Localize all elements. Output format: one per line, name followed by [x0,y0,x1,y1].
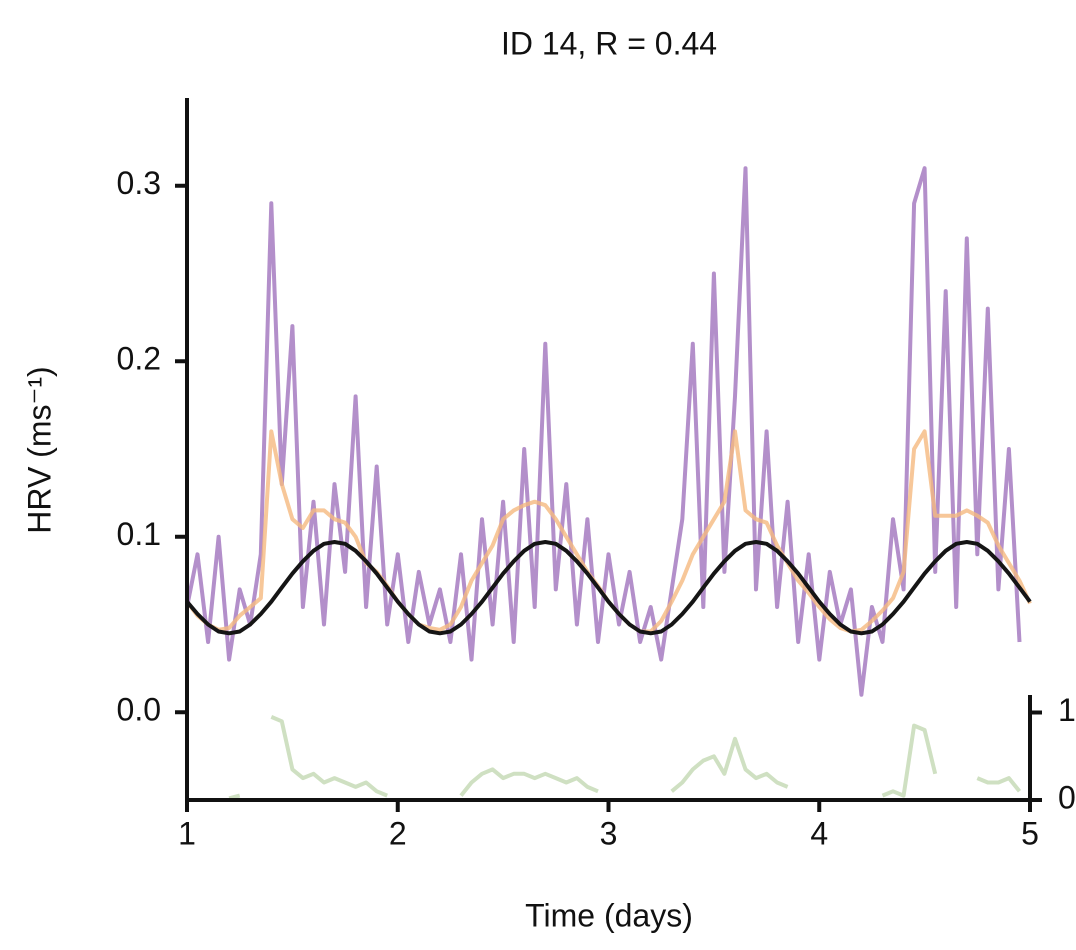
x-tick-label: 1 [178,815,196,851]
series-line [228,715,1022,801]
x-tick-label: 4 [810,815,828,851]
series-line [185,540,1032,636]
plot-area [185,166,1032,801]
y2-tick-label: 1 [1058,692,1076,728]
x-axis-label: Time (days) [525,897,693,933]
series-line [185,166,1022,697]
chart-title: ID 14, R = 0.44 [501,25,717,61]
y-tick-label: 0.3 [117,165,161,201]
y-tick-label: 0.0 [117,692,161,728]
y2-tick-label: 0 [1058,779,1076,815]
y-tick-label: 0.2 [117,341,161,377]
x-tick-label: 2 [389,815,407,851]
y-axis-label: HRV (ms⁻¹) [21,366,57,533]
x-tick-label: 3 [600,815,618,851]
y-tick-label: 0.1 [117,516,161,552]
x-tick-label: 5 [1021,815,1039,851]
